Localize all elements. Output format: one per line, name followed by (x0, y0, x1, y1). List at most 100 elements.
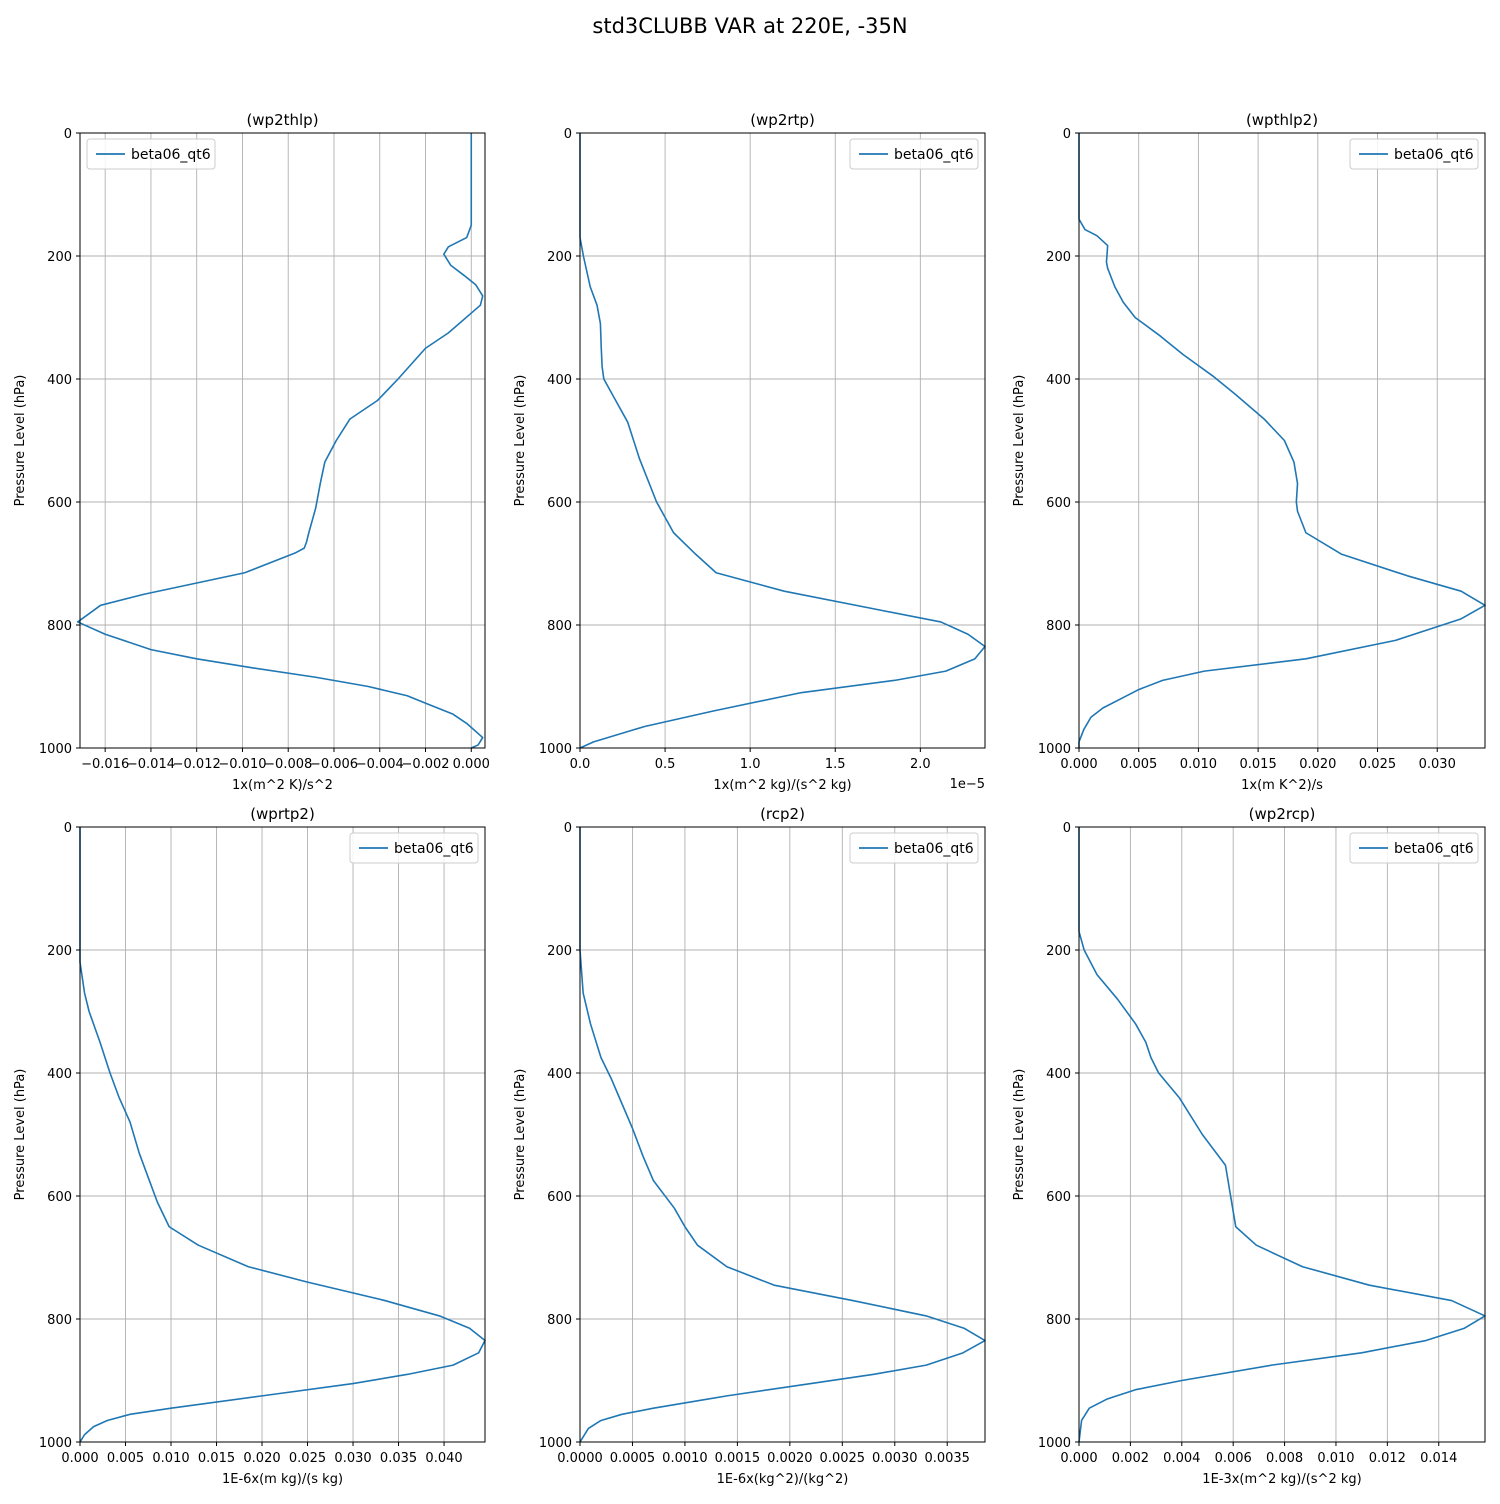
y-tick-label: 1000 (1038, 1436, 1071, 1451)
legend: beta06_qt6 (1349, 832, 1479, 864)
x-tick-label: −0.008 (264, 757, 312, 772)
legend-box (849, 138, 979, 170)
x-tick-label: 0.0025 (820, 1451, 866, 1466)
x-tick-label: 0.025 (289, 1451, 326, 1466)
x-tick-label: 0.008 (1266, 1451, 1303, 1466)
subplot-title: (wp2rcp) (1249, 805, 1316, 823)
x-tick-label: 0.040 (425, 1451, 462, 1466)
x-tick-label: 0.0035 (924, 1451, 970, 1466)
y-axis-label: Pressure Level (hPa) (1012, 1069, 1027, 1201)
y-tick-label: 0 (64, 821, 72, 836)
y-tick-label: 800 (1046, 1313, 1071, 1328)
x-axis-label: 1E-3x(m^2 kg)/(s^2 kg) (1202, 1472, 1361, 1487)
x-tick-label: 0.012 (1369, 1451, 1406, 1466)
axes-frame (579, 132, 986, 749)
x-tick-label: 0.002 (1112, 1451, 1149, 1466)
y-tick-label: 0 (64, 127, 72, 142)
y-tick-label: 200 (1046, 944, 1071, 959)
subplot-title: (rcp2) (760, 805, 805, 823)
x-tick-label: 1.0 (740, 757, 761, 772)
y-tick-label: 400 (547, 373, 572, 388)
x-tick-label: 0.0000 (557, 1451, 603, 1466)
x-tick-label: 0.000 (1060, 757, 1097, 772)
y-tick-label: 400 (1046, 1067, 1071, 1082)
legend-box (86, 138, 216, 170)
y-tick-label: 200 (47, 250, 72, 265)
series-line-beta06_qt6 (1078, 133, 1486, 748)
y-axis-label: Pressure Level (hPa) (13, 375, 28, 507)
y-tick-label: 600 (1046, 496, 1071, 511)
x-tick-label: 0.030 (334, 1451, 371, 1466)
x-tick-label: 0.020 (243, 1451, 280, 1466)
x-tick-label: 0.005 (1120, 757, 1157, 772)
y-tick-label: 800 (47, 619, 72, 634)
x-tick-label: −0.004 (356, 757, 404, 772)
x-tick-label: 0.0015 (715, 1451, 761, 1466)
x-tick-label: −0.006 (310, 757, 358, 772)
legend: beta06_qt6 (849, 832, 979, 864)
y-tick-label: 1000 (539, 1436, 572, 1451)
y-tick-label: 1000 (39, 1436, 72, 1451)
y-tick-label: 800 (47, 1313, 72, 1328)
y-tick-label: 400 (547, 1067, 572, 1082)
x-tick-label: 2.0 (910, 757, 931, 772)
legend: beta06_qt6 (849, 138, 979, 170)
y-tick-label: 200 (1046, 250, 1071, 265)
x-tick-label: 0.000 (1060, 1451, 1097, 1466)
y-tick-label: 200 (547, 250, 572, 265)
axes-frame (579, 826, 986, 1443)
y-tick-label: 1000 (39, 742, 72, 757)
x-tick-label: 0.006 (1215, 1451, 1252, 1466)
subplot-title: (wp2thlp) (246, 111, 318, 129)
legend: beta06_qt6 (349, 832, 479, 864)
x-tick-label: 1.5 (825, 757, 846, 772)
x-tick-label: −0.012 (173, 757, 221, 772)
x-tick-label: 0.0010 (662, 1451, 708, 1466)
y-tick-label: 600 (1046, 1190, 1071, 1205)
axes-frame (79, 826, 486, 1443)
axes-frame (1078, 826, 1486, 1443)
y-tick-label: 0 (564, 127, 572, 142)
y-tick-label: 600 (547, 496, 572, 511)
legend-box (1349, 832, 1479, 864)
subplot-title: (wpthlp2) (1246, 111, 1318, 129)
legend: beta06_qt6 (86, 138, 216, 170)
legend-label: beta06_qt6 (1394, 841, 1474, 857)
x-tick-label: −0.016 (81, 757, 129, 772)
legend-label: beta06_qt6 (1394, 147, 1474, 163)
y-tick-label: 800 (547, 619, 572, 634)
x-tick-label: 0.030 (1419, 757, 1456, 772)
x-axis-label: 1E-6x(kg^2)/(kg^2) (717, 1472, 849, 1487)
series-line-beta06_qt6 (579, 133, 986, 749)
series-line-beta06_qt6 (76, 133, 484, 749)
legend-box (1349, 138, 1479, 170)
x-tick-label: 0.025 (1359, 757, 1396, 772)
subplot-4: 0.000 0.005 0.010 0.015 0.020 0.025 0.030 0.035… (13, 805, 486, 1487)
y-tick-label: 200 (547, 944, 572, 959)
x-tick-label: 0.0030 (872, 1451, 918, 1466)
x-axis-label: 1x(m^2 K)/s^2 (232, 778, 333, 793)
x-tick-label: −0.010 (218, 757, 266, 772)
y-tick-label: 0 (1063, 127, 1071, 142)
x-tick-label: 0.004 (1163, 1451, 1200, 1466)
y-tick-label: 600 (547, 1190, 572, 1205)
x-tick-label: 0.010 (152, 1451, 189, 1466)
subplot-title: (wp2rtp) (750, 111, 815, 129)
y-axis-label: Pressure Level (hPa) (13, 1069, 28, 1201)
subplot-3: 0.000 0.005 0.010 0.015 0.020 0.025 0.030 0 200 4… (1012, 111, 1486, 793)
x-offset-label: 1e−5 (950, 777, 985, 792)
subplot-6: 0.000 0.002 0.004 0.006 0.008 0.010 0.012 0.014… (1012, 805, 1486, 1487)
y-axis-label: Pressure Level (hPa) (513, 375, 528, 507)
y-tick-label: 400 (47, 373, 72, 388)
y-tick-label: 0 (564, 821, 572, 836)
subplot-5: 0.0000 0.0005 0.0010 0.0015 0.0020 0.0025 0.00… (513, 805, 986, 1487)
x-tick-label: 0.005 (107, 1451, 144, 1466)
x-axis-label: 1E-6x(m kg)/(s kg) (222, 1472, 343, 1487)
y-tick-label: 600 (47, 496, 72, 511)
series-line-beta06_qt6 (79, 827, 486, 1443)
figure-title: std3CLUBB VAR at 220E, -35N (592, 14, 908, 38)
x-tick-label: 0.035 (380, 1451, 417, 1466)
series-line-beta06_qt6 (579, 827, 986, 1443)
